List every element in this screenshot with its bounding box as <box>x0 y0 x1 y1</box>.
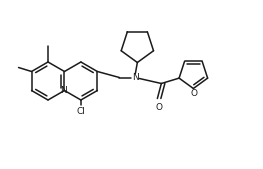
Text: Cl: Cl <box>77 107 85 116</box>
Text: O: O <box>155 103 162 113</box>
Text: N: N <box>60 86 67 95</box>
Text: O: O <box>191 90 198 99</box>
Text: N: N <box>132 73 139 82</box>
